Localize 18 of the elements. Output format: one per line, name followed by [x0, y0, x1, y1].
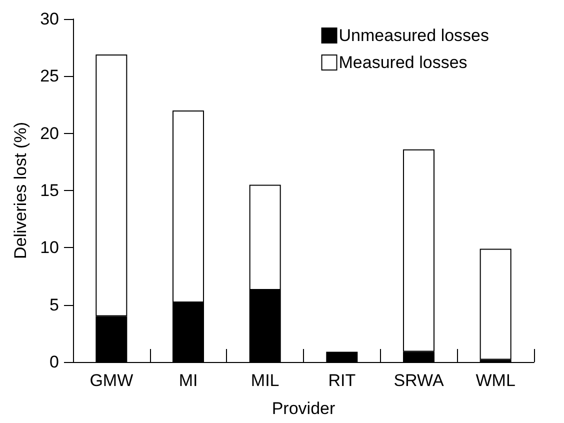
x-axis-title: Provider	[272, 399, 336, 418]
y-tick-label: 25	[40, 66, 59, 86]
x-tick-label: MI	[178, 371, 198, 390]
x-tick-label: RIT	[328, 371, 356, 390]
legend-label: Measured losses	[338, 53, 468, 72]
y-axis-title: Deliveries lost (%)	[11, 122, 30, 259]
y-tick-label: 30	[40, 10, 59, 28]
y-tick-label: 20	[40, 124, 59, 143]
legend-label: Unmeasured losses	[338, 26, 490, 45]
x-tick-label: SRWA	[394, 371, 444, 390]
bar	[480, 248, 512, 360]
x-tick-label: GMW	[90, 371, 134, 390]
x-tick-label: MIL	[250, 371, 280, 390]
y-tick-label: 15	[40, 181, 59, 200]
y-tick-label: 0	[50, 352, 59, 372]
x-tick-label: WML	[476, 371, 516, 390]
y-tick-label: 5	[50, 295, 59, 314]
y-tick-label: 10	[40, 238, 59, 258]
